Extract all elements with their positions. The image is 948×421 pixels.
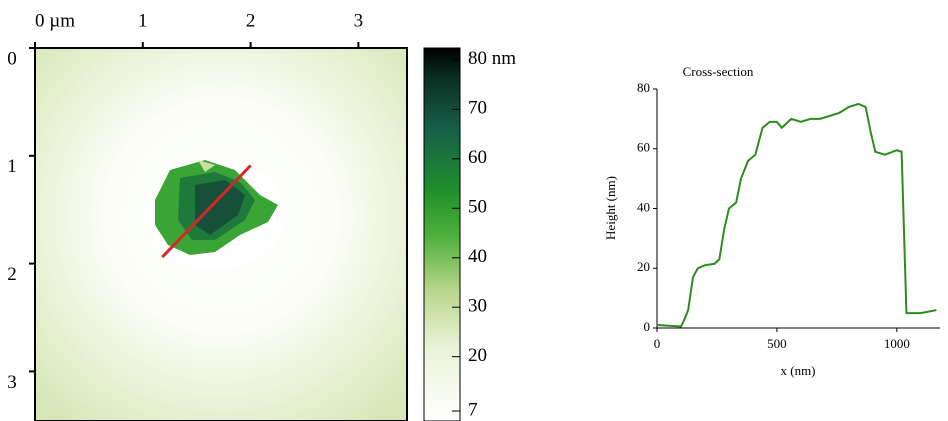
y-tick-label: 3 (7, 372, 17, 393)
colorbar-tick-label: 50 (468, 197, 487, 218)
y-tick-label: 80 (637, 80, 650, 95)
y-tick-label: 40 (637, 199, 650, 214)
x-tick-label: 1 (138, 10, 148, 31)
y-tick-label: 0 (644, 319, 651, 334)
data-line (656, 102, 937, 328)
x-tick-label: 500 (767, 336, 787, 351)
y-tick-label: 1 (7, 156, 17, 177)
y-tick-label: 20 (637, 259, 650, 274)
x-tick-label: 0 µm (35, 10, 75, 31)
cross-section-axes (656, 89, 940, 329)
y-tick-label: 2 (7, 264, 17, 285)
chart-title: Cross-section (683, 64, 754, 79)
y-tick-label: 60 (637, 140, 650, 155)
colorbar-tick-label: 80 nm (468, 48, 516, 69)
colorbar-tick-label: 30 (468, 296, 487, 317)
profile-line (161, 164, 252, 259)
y-axis-label: Height (nm) (603, 176, 618, 240)
x-tick-label: 2 (246, 10, 256, 31)
colorbar-tick-label: 70 (468, 98, 487, 119)
colorbar-tick-label: 40 (468, 246, 487, 267)
x-tick-label: 0 (654, 336, 661, 351)
x-tick-label: 3 (354, 10, 364, 31)
colorbar-tick-label: 60 (468, 147, 487, 168)
afm-image (34, 47, 408, 421)
colorbar (423, 47, 461, 421)
x-axis-label: x (nm) (780, 363, 815, 378)
colorbar-tick-label: 20 (468, 345, 487, 366)
x-tick-label: 1000 (884, 336, 910, 351)
colorbar-tick-label: 7 (468, 399, 478, 420)
y-tick-label: 0 (7, 48, 17, 69)
